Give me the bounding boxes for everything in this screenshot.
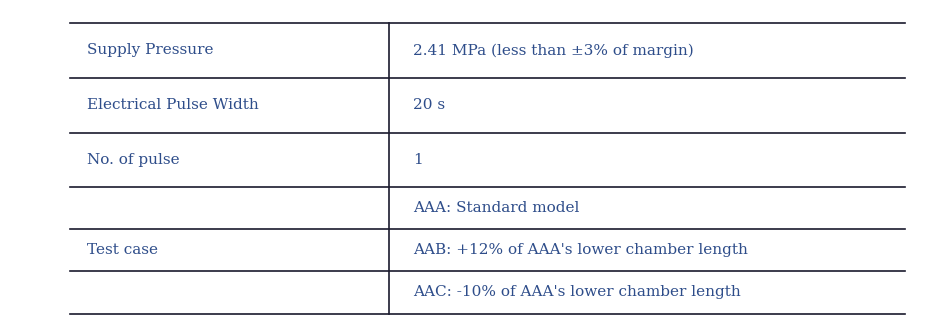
Text: Electrical Pulse Width: Electrical Pulse Width	[87, 98, 259, 112]
Text: 1: 1	[413, 153, 422, 167]
Text: AAA: Standard model: AAA: Standard model	[413, 201, 579, 215]
Text: AAC: -10% of AAA's lower chamber length: AAC: -10% of AAA's lower chamber length	[413, 285, 740, 299]
Text: 2.41 MPa (less than ±3% of margin): 2.41 MPa (less than ±3% of margin)	[413, 43, 693, 58]
Text: 20 s: 20 s	[413, 98, 445, 112]
Text: No. of pulse: No. of pulse	[87, 153, 180, 167]
Text: Test case: Test case	[87, 243, 159, 257]
Text: Supply Pressure: Supply Pressure	[87, 44, 214, 57]
Text: AAB: +12% of AAA's lower chamber length: AAB: +12% of AAA's lower chamber length	[413, 243, 748, 257]
